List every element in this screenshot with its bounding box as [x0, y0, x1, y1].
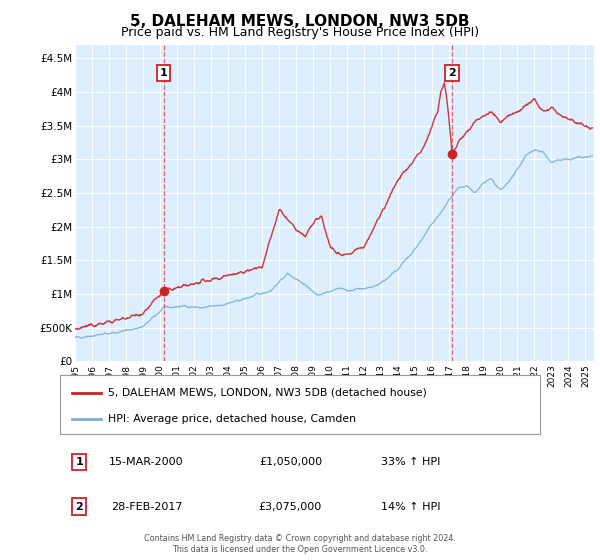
- Text: 1: 1: [76, 457, 83, 466]
- Text: 5, DALEHAM MEWS, LONDON, NW3 5DB (detached house): 5, DALEHAM MEWS, LONDON, NW3 5DB (detach…: [108, 388, 427, 398]
- Text: 2: 2: [448, 68, 456, 78]
- Text: HPI: Average price, detached house, Camden: HPI: Average price, detached house, Camd…: [108, 414, 356, 424]
- Text: 15-MAR-2000: 15-MAR-2000: [109, 457, 184, 466]
- Text: 28-FEB-2017: 28-FEB-2017: [110, 502, 182, 511]
- Text: 1: 1: [160, 68, 167, 78]
- Text: 33% ↑ HPI: 33% ↑ HPI: [381, 457, 440, 466]
- Text: Contains HM Land Registry data © Crown copyright and database right 2024.: Contains HM Land Registry data © Crown c…: [144, 534, 456, 543]
- Text: £1,050,000: £1,050,000: [259, 457, 322, 466]
- Text: 14% ↑ HPI: 14% ↑ HPI: [380, 502, 440, 511]
- Text: 5, DALEHAM MEWS, LONDON, NW3 5DB: 5, DALEHAM MEWS, LONDON, NW3 5DB: [130, 14, 470, 29]
- Text: This data is licensed under the Open Government Licence v3.0.: This data is licensed under the Open Gov…: [172, 545, 428, 554]
- Text: £3,075,000: £3,075,000: [259, 502, 322, 511]
- Text: Price paid vs. HM Land Registry's House Price Index (HPI): Price paid vs. HM Land Registry's House …: [121, 26, 479, 39]
- Text: 2: 2: [76, 502, 83, 511]
